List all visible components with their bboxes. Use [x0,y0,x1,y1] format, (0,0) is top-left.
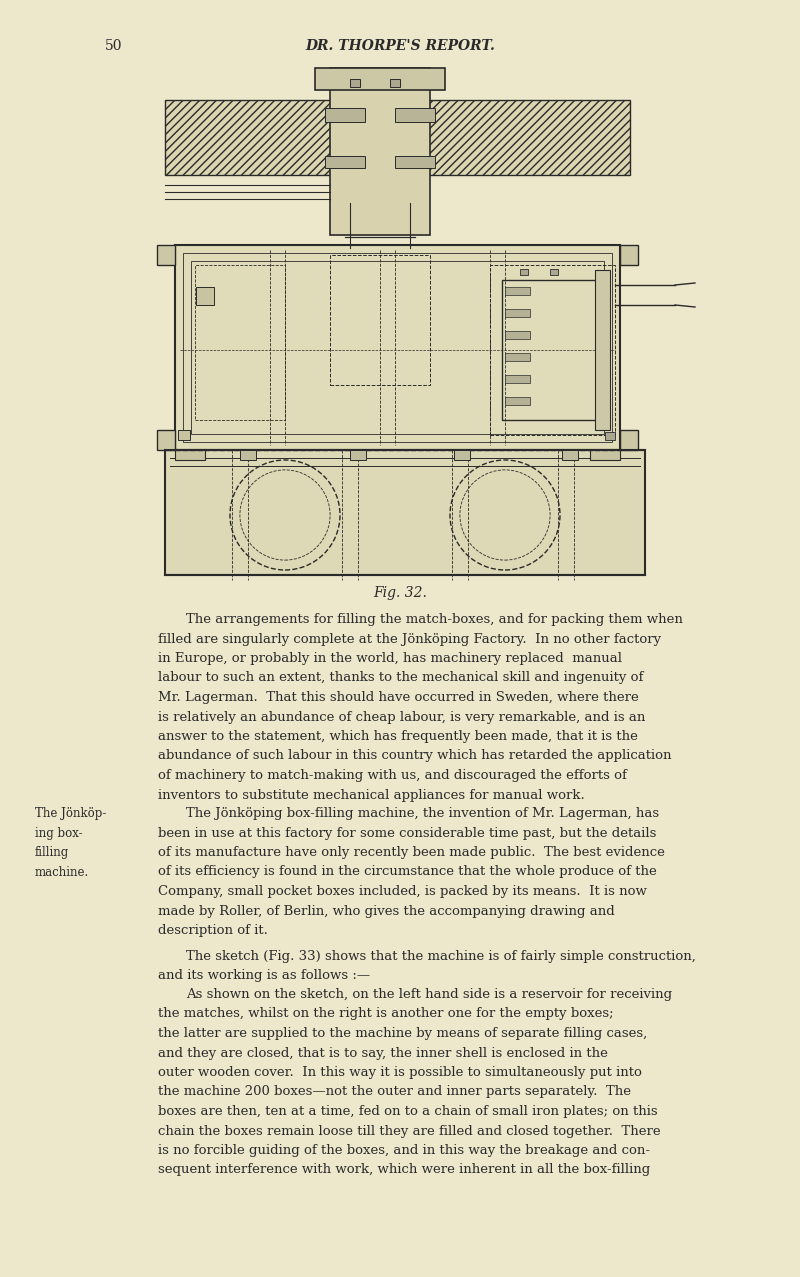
Bar [395,156,435,169]
Bar [395,109,435,123]
Bar [520,269,528,275]
Bar [191,261,604,434]
Bar [620,245,638,266]
Bar [505,397,530,405]
Text: the matches, whilst on the right is another one for the empty boxes;: the matches, whilst on the right is anot… [158,1008,614,1020]
Bar [502,280,603,420]
Bar [325,109,365,123]
Text: filling: filling [35,845,70,859]
Text: of machinery to match-making with us, and discouraged the efforts of: of machinery to match-making with us, an… [158,769,627,782]
Text: been in use at this factory for some considerable time past, but the details: been in use at this factory for some con… [158,826,656,839]
Text: The Jönköp-: The Jönköp- [35,807,106,820]
Bar [157,245,175,266]
Text: As shown on the sketch, on the left hand side is a reservoir for receiving: As shown on the sketch, on the left hand… [186,988,672,1001]
Text: DR. THORPE'S REPORT.: DR. THORPE'S REPORT. [305,40,495,54]
Bar [550,269,558,275]
Bar [175,450,205,460]
Bar [178,430,190,441]
Text: made by Roller, of Berlin, who gives the accompanying drawing and: made by Roller, of Berlin, who gives the… [158,904,614,917]
Text: The arrangements for filling the match-boxes, and for packing them when: The arrangements for filling the match-b… [186,613,683,626]
Text: machine.: machine. [35,866,90,879]
Bar [325,156,365,169]
Bar [505,309,530,317]
Bar [620,430,638,450]
Bar [175,245,620,450]
Bar [165,450,645,575]
Bar [505,331,530,338]
Text: inventors to substitute mechanical appliances for manual work.: inventors to substitute mechanical appli… [158,788,585,802]
Bar [454,450,470,460]
Bar [350,450,366,460]
Bar [165,100,630,175]
Text: Company, small pocket boxes included, is packed by its means.  It is now: Company, small pocket boxes included, is… [158,885,647,898]
Text: and they are closed, that is to say, the inner shell is enclosed in the: and they are closed, that is to say, the… [158,1046,608,1060]
Bar [330,255,430,384]
Bar [605,432,615,441]
Bar [183,253,612,442]
Text: chain the boxes remain loose till they are filled and closed together.  There: chain the boxes remain loose till they a… [158,1125,661,1138]
Text: abundance of such labour in this country which has retarded the application: abundance of such labour in this country… [158,750,671,762]
Text: 50: 50 [105,40,122,54]
Bar [330,68,430,235]
Bar [590,450,620,460]
Bar [157,430,175,450]
Text: of its manufacture have only recently been made public.  The best evidence: of its manufacture have only recently be… [158,845,665,859]
Text: is relatively an abundance of cheap labour, is very remarkable, and is an: is relatively an abundance of cheap labo… [158,710,646,724]
Text: answer to the statement, which has frequently been made, that it is the: answer to the statement, which has frequ… [158,730,638,743]
Bar [390,79,400,87]
Text: The sketch (Fig. 33) shows that the machine is of fairly simple construction,: The sketch (Fig. 33) shows that the mach… [186,950,696,963]
Text: of its efficiency is found in the circumstance that the whole produce of the: of its efficiency is found in the circum… [158,866,657,879]
Text: in Europe, or probably in the world, has machinery replaced  manual: in Europe, or probably in the world, has… [158,653,622,665]
Bar [195,266,285,420]
Text: filled are singularly complete at the Jönköping Factory.  In no other factory: filled are singularly complete at the Jö… [158,632,661,645]
Bar [490,266,615,435]
Text: Fig. 32.: Fig. 32. [373,586,427,600]
Bar [505,375,530,383]
Bar [505,287,530,295]
Text: Mr. Lagerman.  That this should have occurred in Sweden, where there: Mr. Lagerman. That this should have occu… [158,691,638,704]
Text: the machine 200 boxes—not the outer and inner parts separately.  The: the machine 200 boxes—not the outer and … [158,1085,631,1098]
Text: description of it.: description of it. [158,925,268,937]
Bar [350,79,360,87]
Bar [505,352,530,361]
Bar [315,68,445,89]
Text: The Jönköping box-filling machine, the invention of Mr. Lagerman, has: The Jönköping box-filling machine, the i… [186,807,659,820]
Bar [240,450,256,460]
Text: outer wooden cover.  In this way it is possible to simultaneously put into: outer wooden cover. In this way it is po… [158,1066,642,1079]
Bar [595,269,610,430]
Bar [196,287,214,305]
Bar [562,450,578,460]
Text: and its working is as follows :—: and its working is as follows :— [158,969,370,982]
Text: labour to such an extent, thanks to the mechanical skill and ingenuity of: labour to such an extent, thanks to the … [158,672,643,684]
Text: is no forcible guiding of the boxes, and in this way the breakage and con-: is no forcible guiding of the boxes, and… [158,1144,650,1157]
Text: the latter are supplied to the machine by means of separate filling cases,: the latter are supplied to the machine b… [158,1027,647,1039]
Text: ing box-: ing box- [35,826,82,839]
Text: boxes are then, ten at a time, fed on to a chain of small iron plates; on this: boxes are then, ten at a time, fed on to… [158,1105,658,1117]
Text: sequent interference with work, which were inherent in all the box-filling: sequent interference with work, which we… [158,1163,650,1176]
